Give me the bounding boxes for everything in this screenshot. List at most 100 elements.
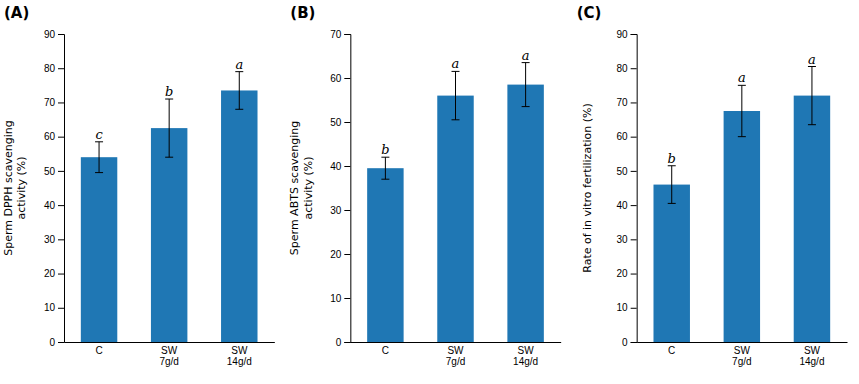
tick-mark: [58, 137, 64, 138]
tick-mark: [344, 78, 350, 79]
tick-label: 30: [330, 205, 342, 216]
tick-label: 40: [330, 161, 342, 172]
x-axis: CSW7g/dSW14g/d: [351, 342, 561, 367]
error-bar: [165, 99, 173, 157]
axis-line: [631, 35, 638, 343]
tick-label: 80: [617, 63, 629, 74]
tick-mark: [631, 34, 637, 35]
tick-label: 50: [44, 166, 56, 177]
bar: [724, 111, 760, 342]
significance-label: a: [522, 48, 530, 63]
tick: 70: [617, 97, 637, 108]
tick: 90: [617, 29, 637, 40]
tick-mark: [344, 166, 350, 167]
bar: [221, 90, 257, 342]
tick-label: 60: [330, 73, 342, 84]
tick-mark: [344, 298, 350, 299]
error-bar: [808, 67, 816, 125]
tick: C: [95, 342, 102, 356]
significance-label: c: [95, 127, 103, 142]
panel-label: (C): [577, 4, 602, 22]
tick: 30: [44, 234, 64, 245]
error-bar: [452, 71, 460, 119]
error-bar-cap: [381, 179, 389, 180]
y-axis-label: Sperm ABTS scavengingactivity (%): [288, 121, 314, 255]
tick-mark: [631, 68, 637, 69]
tick-mark: [631, 308, 637, 309]
error-bar-cap: [522, 106, 530, 107]
tick-label: SW14g/d: [799, 345, 824, 367]
error-bar-cap: [165, 157, 173, 158]
error-bar-stem: [239, 72, 240, 110]
tick: 0: [622, 337, 637, 348]
tick-label: 80: [44, 63, 56, 74]
axis-line: [351, 342, 561, 343]
tick-mark: [344, 342, 350, 343]
y-axis-label: Sperm DPPH scavengingactivity (%): [2, 120, 28, 256]
error-bar: [95, 142, 103, 173]
error-bar-cap: [95, 172, 103, 173]
y-axis: 0102030405060708090: [617, 29, 638, 348]
tick-mark: [58, 342, 64, 343]
tick-label: SW14g/d: [513, 345, 538, 367]
text-line: 14g/d: [227, 356, 252, 367]
tick: 30: [617, 234, 637, 245]
significance-label: b: [165, 84, 173, 99]
tick-label: 60: [44, 131, 56, 142]
bar: [794, 96, 830, 342]
error-bar-cap: [235, 109, 243, 110]
bar: [507, 85, 543, 342]
text-line: 14g/d: [799, 356, 824, 367]
tick: 10: [44, 302, 64, 313]
tick: 60: [617, 131, 637, 142]
tick-mark: [631, 102, 637, 103]
significance-label: a: [235, 57, 243, 72]
text-line: C: [668, 345, 675, 356]
text-line: SW: [804, 345, 821, 356]
tick-mark: [58, 102, 64, 103]
text-line: SW: [447, 345, 464, 356]
plot-area: [81, 72, 258, 342]
x-axis: CSW7g/dSW14g/d: [65, 342, 275, 367]
error-bar-cap: [668, 203, 676, 204]
panel-label: (B): [290, 4, 315, 22]
axis-line: [344, 35, 351, 343]
significance-label: a: [738, 70, 746, 85]
tick: SW14g/d: [227, 342, 252, 367]
tick: 20: [330, 249, 350, 260]
tick-mark: [344, 210, 350, 211]
tick-label: 20: [44, 268, 56, 279]
tick: SW7g/d: [446, 342, 465, 367]
tick: 40: [617, 200, 637, 211]
text-line: 14g/d: [513, 356, 538, 367]
error-bar-cap: [808, 124, 816, 125]
error-bar-cap: [452, 119, 460, 120]
annotations: baa: [381, 48, 529, 158]
tick: 0: [49, 337, 64, 348]
tick-label: SW14g/d: [227, 345, 252, 367]
tick: C: [382, 342, 389, 356]
tick-label: 70: [330, 29, 342, 40]
tick-mark: [58, 68, 64, 69]
tick-mark: [631, 137, 637, 138]
error-bar-stem: [811, 67, 812, 125]
tick-label: 0: [49, 337, 55, 348]
annotations: c b a: [95, 57, 243, 142]
tick: SW14g/d: [799, 342, 824, 367]
error-bar-stem: [741, 85, 742, 136]
tick-label: C: [382, 345, 389, 356]
error-bar: [522, 63, 530, 107]
tick-mark: [58, 205, 64, 206]
annotations: baa: [668, 52, 816, 166]
text-line: C: [382, 345, 389, 356]
tick: 90: [44, 29, 64, 40]
bar: [653, 185, 689, 342]
tick-label: 50: [617, 166, 629, 177]
tick-mark: [58, 308, 64, 309]
text-line: SW: [231, 345, 248, 356]
tick: 50: [44, 166, 64, 177]
tick-mark: [631, 239, 637, 240]
tick-label: 10: [44, 302, 56, 313]
panel-label: (A): [4, 4, 29, 22]
tick-label: 40: [617, 200, 629, 211]
